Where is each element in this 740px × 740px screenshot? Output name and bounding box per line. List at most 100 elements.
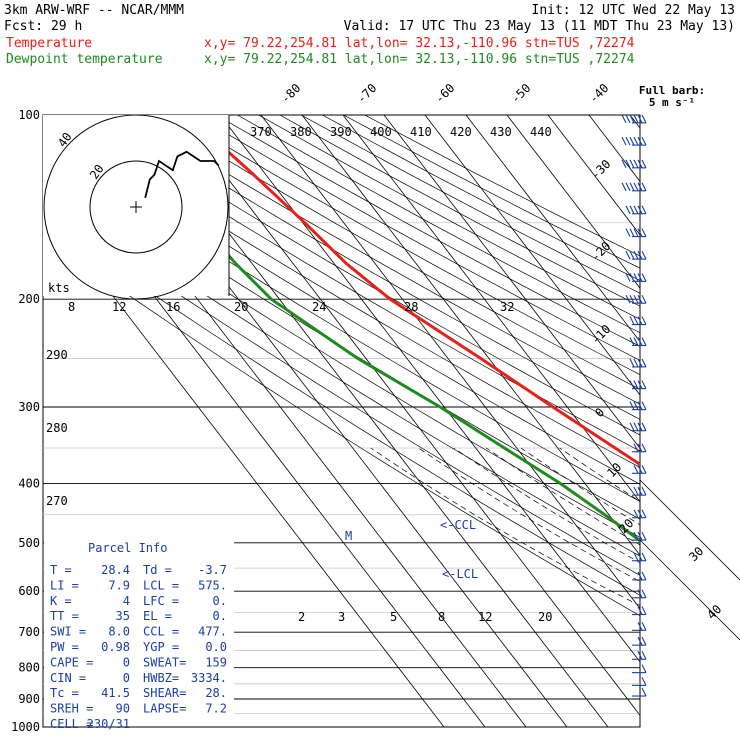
parcel-panel-background — [44, 538, 234, 726]
isotherm-label: -20 — [588, 239, 613, 264]
parcel-row-label: LFC = — [143, 594, 179, 608]
parcel-row-value: -3.7 — [198, 563, 227, 577]
wind-barb-flag — [641, 205, 647, 215]
parcel-row-value: 0.98 — [101, 640, 130, 654]
wind-barb-flag — [641, 401, 647, 410]
init-time: Init: 12 UTC Wed 22 May 13 — [532, 3, 736, 18]
wind-barb-flag — [633, 422, 639, 431]
wind-barb — [629, 422, 647, 432]
wind-barb-flag — [641, 606, 647, 615]
wind-barb-flag — [633, 337, 639, 346]
parcel-row-label: EL = — [143, 609, 172, 623]
wind-barb-flag — [633, 465, 639, 474]
wind-barb-flag — [641, 622, 647, 631]
isotherm-line — [342, 115, 640, 503]
wind-barb-flag — [625, 182, 631, 192]
parcel-row-label: LAPSE= — [143, 702, 186, 716]
wind-barb-flag — [625, 250, 631, 260]
hodograph-speed-label: 20 — [234, 300, 248, 314]
dry-adiabat-line — [43, 186, 640, 557]
forecast-hour: Fcst: 29 h — [4, 19, 82, 34]
dry-adiabat-line — [237, 115, 640, 334]
barb-legend-line2: 5 m s⁻¹ — [649, 96, 695, 109]
isotherm-line — [547, 115, 640, 236]
wind-barb — [632, 606, 647, 616]
wind-barb-flag — [637, 294, 643, 304]
parcel-row-label: TT = — [50, 609, 79, 623]
wind-barb — [625, 228, 647, 238]
wind-barb-flag — [637, 571, 643, 581]
wind-barb-flag — [637, 159, 643, 169]
parcel-row-value: 90 — [116, 702, 130, 716]
wind-barb — [632, 664, 647, 674]
wind-barb-flag — [637, 465, 643, 474]
wind-barb — [629, 380, 647, 390]
moist-adiabat-line — [486, 447, 640, 546]
wind-barb-flag — [625, 228, 631, 237]
isotherm-line — [671, 115, 740, 727]
wind-barb-flag — [637, 651, 643, 660]
barb-legend-line1: Full barb: — [639, 84, 705, 97]
wind-barb — [632, 486, 647, 496]
wind-barb-flag — [641, 114, 647, 124]
wind-barb — [629, 358, 647, 368]
wind-barb — [621, 159, 647, 169]
wind-barb-flag — [621, 114, 627, 124]
theta-label: 440 — [530, 125, 552, 139]
wind-barb-flag — [637, 622, 643, 631]
dry-adiabat-line — [46, 115, 640, 468]
wind-barb-flag — [629, 136, 635, 146]
wind-barb-flag — [637, 606, 643, 615]
dry-adiabat-line — [43, 126, 640, 485]
pressure-tick-label: 100 — [18, 108, 40, 122]
valid-time: Valid: 17 UTC Thu 23 May 13 (11 MDT Thu … — [344, 19, 735, 34]
dewpoint-trace — [108, 115, 640, 543]
wind-barb-flag — [633, 136, 639, 146]
hodograph-speed-label: 32 — [500, 300, 514, 314]
wind-barb-flag — [621, 159, 627, 169]
wind-barb — [629, 316, 647, 326]
hodograph-trace — [144, 150, 220, 199]
theta-label: 400 — [370, 125, 392, 139]
parcel-row-value: 3334. — [191, 671, 227, 685]
parcel-row-label: PW = — [50, 640, 79, 654]
mixing-ratio-label: 2 — [298, 610, 305, 624]
isotherm-label: -30 — [588, 157, 613, 182]
wind-barb-flag — [629, 380, 635, 389]
wind-barb-flag — [641, 159, 647, 169]
parcel-row-label: LCL = — [143, 578, 179, 592]
parcel-row-label: CAPE = — [50, 655, 93, 669]
wind-barb-flag — [641, 571, 647, 581]
wind-barb-flag — [637, 380, 643, 389]
dry-adiabat-line — [322, 115, 640, 281]
theta-side-label: 270 — [46, 494, 68, 508]
parcel-row-label: SREH = — [50, 702, 93, 716]
wind-barb-flag — [633, 358, 639, 368]
wind-barb-flag — [641, 636, 647, 646]
pressure-tick-label: 1000 — [11, 720, 40, 734]
wind-barb — [632, 589, 647, 599]
dry-adiabat-line — [43, 235, 640, 617]
wind-barb-flag — [641, 337, 647, 346]
wind-barb-flag — [633, 443, 639, 452]
wind-barb-flag — [629, 316, 635, 325]
wind-barb-flag — [629, 114, 635, 124]
ccl-marker: <-CCL — [440, 518, 476, 532]
wind-barb-flag — [629, 294, 635, 304]
parcel-row-value: 0. — [213, 594, 227, 608]
wind-barb-flag — [641, 443, 647, 452]
dry-adiabat-line — [43, 140, 640, 502]
wind-barb-flag — [633, 486, 639, 496]
wind-barb-flag — [629, 273, 635, 282]
hodograph-speed-label: 24 — [312, 300, 326, 314]
wind-barb — [632, 443, 647, 453]
parcel-row-value: 0.0 — [205, 640, 227, 654]
wind-barb-flag — [637, 552, 643, 561]
wind-barb-flag — [641, 228, 647, 237]
moist-adiabat-line — [418, 447, 640, 582]
hodograph-speed-label: 28 — [404, 300, 418, 314]
isotherm-label: -10 — [588, 322, 613, 347]
parcel-row-label: CELL = — [50, 717, 93, 731]
wind-barb — [621, 182, 647, 192]
wind-barb-flag — [633, 509, 639, 518]
